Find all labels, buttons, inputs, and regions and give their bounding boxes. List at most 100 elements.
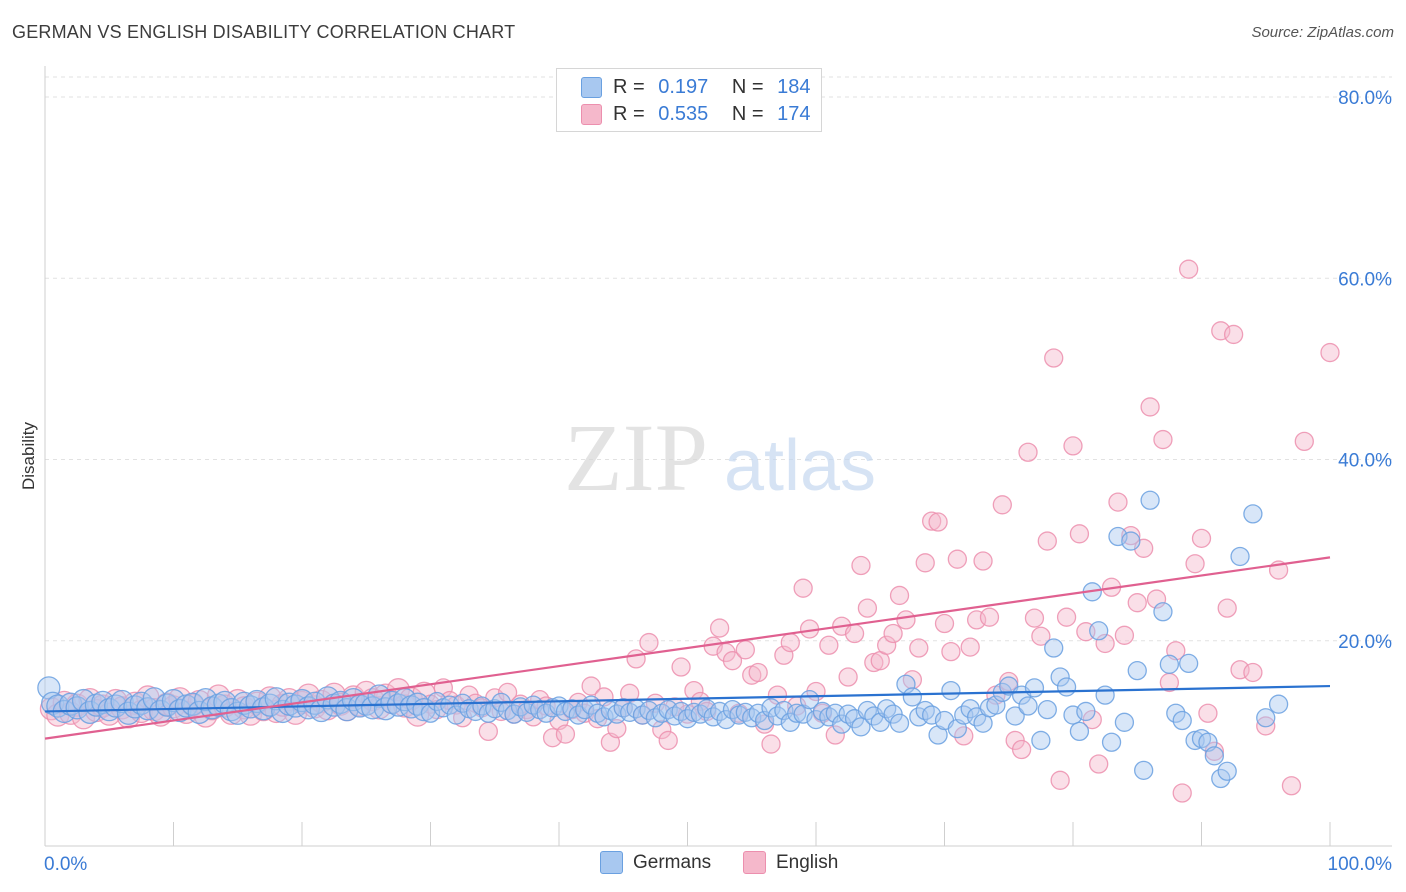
point-english-132: [889, 585, 910, 606]
point-english-187: [1256, 716, 1276, 736]
point-germans-175: [1166, 703, 1186, 723]
point-english-143: [960, 637, 980, 657]
point-germans-21: [168, 698, 192, 723]
stats-legend: R = 0.197 N = 184 R = 0.535 N = 174: [556, 68, 822, 132]
point-germans-185: [1243, 504, 1263, 524]
y-axis-label: Disability: [19, 421, 38, 490]
y-tick-label-80: 80.0%: [1338, 88, 1392, 109]
point-english-191: [1320, 342, 1340, 363]
point-germans-166: [1101, 732, 1122, 752]
n-value-germans: 184: [777, 75, 811, 98]
r-label: R =: [613, 102, 645, 125]
point-english-91: [626, 649, 646, 669]
point-english-130: [877, 635, 897, 655]
point-english-131: [883, 623, 903, 644]
point-germans-7: [78, 700, 102, 724]
point-english-152: [1018, 442, 1038, 462]
point-english-156: [1044, 348, 1064, 368]
point-english-186: [1243, 662, 1263, 683]
point-germans-183: [1217, 761, 1237, 781]
point-english-180: [1198, 703, 1218, 723]
point-english-155: [1037, 531, 1057, 551]
point-germans-117: [787, 703, 807, 723]
point-english-166: [1108, 492, 1128, 512]
point-germans-186: [1256, 708, 1276, 728]
series-germans: [37, 490, 1289, 789]
point-english-157: [1050, 770, 1070, 790]
point-germans-158: [1050, 667, 1070, 687]
point-germans-181: [1204, 746, 1224, 766]
point-english-167: [1114, 625, 1135, 645]
point-english-163: [1089, 754, 1109, 774]
point-english-108: [735, 640, 755, 660]
point-english-122: [825, 725, 845, 745]
point-english-169: [1127, 593, 1147, 613]
point-english-135: [909, 638, 929, 658]
point-germans-135: [902, 687, 923, 707]
r-value-english: 0.535: [658, 102, 709, 125]
legend-item-germans[interactable]: Germans: [600, 851, 711, 874]
point-english-184: [1223, 324, 1244, 345]
point-english-140: [941, 641, 961, 662]
point-english-189: [1281, 776, 1302, 796]
point-germans-151: [1005, 706, 1025, 726]
point-germans-172: [1140, 490, 1160, 510]
point-english-88: [607, 719, 627, 739]
germans-swatch: [581, 76, 602, 98]
point-germans-5: [65, 696, 89, 720]
n-label: N =: [731, 102, 764, 125]
y-tick-label-60: 60.0%: [1338, 269, 1392, 290]
r-value-germans: 0.197: [658, 75, 709, 98]
axes: [44, 66, 1392, 847]
legend-label-english: English: [776, 851, 839, 873]
point-english-148: [992, 495, 1012, 515]
point-germans-159: [1056, 677, 1077, 697]
point-germans-154: [1024, 678, 1045, 698]
point-english-117: [793, 578, 813, 598]
point-germans-170: [1127, 661, 1147, 681]
point-germans-157: [1044, 638, 1064, 658]
point-english-84: [581, 676, 601, 696]
point-english-159: [1063, 436, 1083, 456]
point-germans-12: [110, 689, 134, 714]
point-germans-174: [1159, 654, 1180, 674]
point-english-80: [555, 724, 576, 744]
point-germans-177: [1179, 653, 1199, 674]
point-english-124: [838, 667, 858, 687]
point-english-93: [639, 632, 659, 653]
point-germans-162: [1076, 701, 1096, 722]
point-germans-173: [1153, 602, 1173, 622]
legend-label-germans: Germans: [633, 851, 712, 873]
point-germans-156: [1037, 699, 1057, 720]
point-english-138: [928, 512, 948, 532]
point-english-149: [999, 671, 1019, 692]
point-germans-171: [1134, 760, 1154, 780]
point-english-95: [652, 719, 672, 740]
series-legend: Germans English: [0, 851, 1406, 879]
point-germans-184: [1230, 546, 1250, 567]
point-english-106: [722, 651, 743, 671]
point-english-177: [1179, 259, 1199, 279]
point-english-68: [478, 721, 498, 742]
n-label: N =: [731, 75, 764, 98]
point-english-160: [1069, 524, 1090, 544]
point-english-153: [1024, 608, 1045, 628]
source-label: Source: ZipAtlas.com: [1251, 24, 1394, 41]
point-germans-153: [1018, 696, 1038, 716]
trend-line-english: [44, 556, 1331, 740]
point-english-179: [1191, 528, 1212, 548]
point-english-178: [1185, 554, 1205, 574]
point-english-137: [922, 511, 942, 531]
point-germans-182: [1211, 768, 1231, 789]
legend-item-english[interactable]: English: [743, 851, 838, 874]
y-tick-label-20: 20.0%: [1338, 632, 1392, 653]
point-english-136: [915, 553, 935, 573]
point-germans-169: [1121, 531, 1141, 551]
point-germans-13: [116, 701, 141, 725]
point-english-173: [1153, 429, 1173, 450]
tick-labels: 20.0% 40.0% 60.0% 80.0% 0.0% 100.0%: [44, 88, 1392, 875]
point-germans-11: [104, 694, 128, 718]
point-english-121: [819, 635, 839, 655]
r-label: R =: [613, 75, 645, 98]
